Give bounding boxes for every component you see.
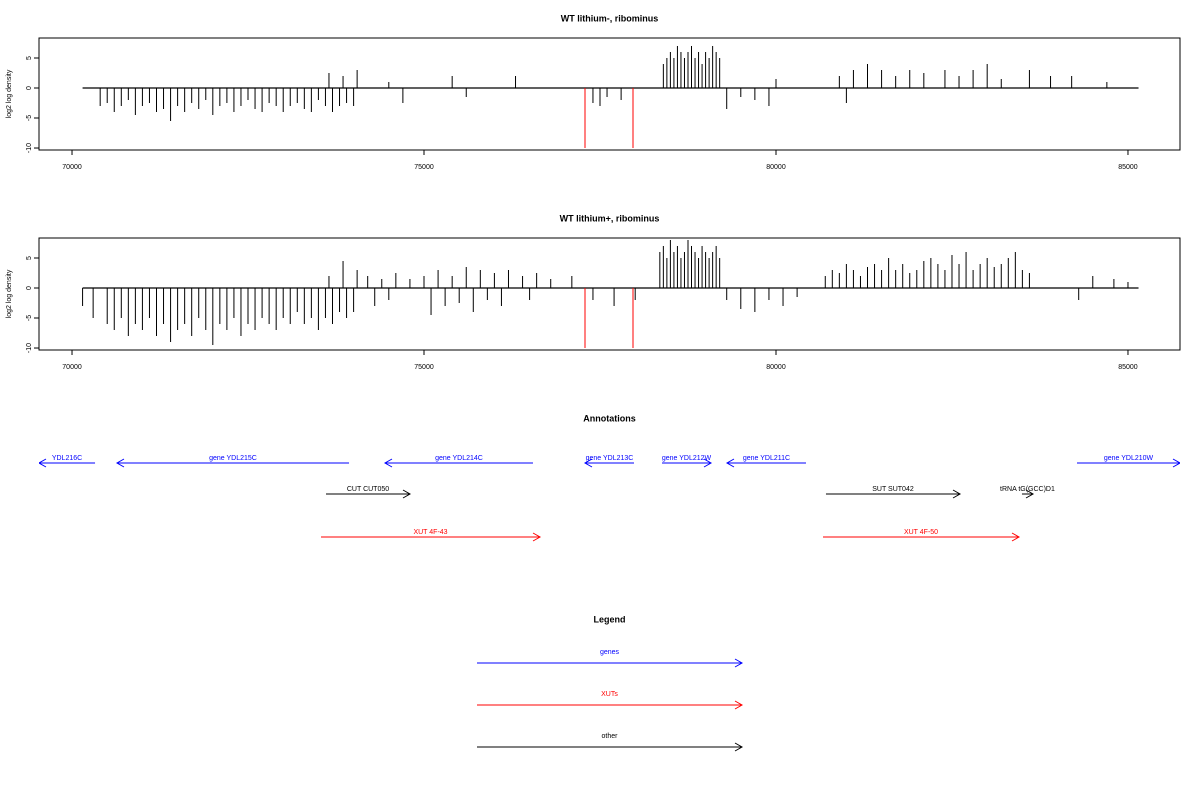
feature-arrowhead xyxy=(532,532,542,542)
feature-label: XUT 4F-43 xyxy=(413,529,447,536)
feature-arrowhead xyxy=(39,458,47,468)
feature-label: CUT CUT050 xyxy=(347,486,389,493)
feature-label: gene YDL215C xyxy=(209,455,257,462)
x-tick-label: 75000 xyxy=(414,164,434,171)
x-tick-label: 80000 xyxy=(766,364,786,371)
feature-arrowhead xyxy=(1172,458,1180,468)
legend-label: genes xyxy=(600,649,620,656)
y-axis-label: log2 log density xyxy=(6,269,13,318)
feature-label: YDL216C xyxy=(52,455,82,462)
legend-arrowhead xyxy=(734,742,744,752)
feature-label: tRNA tG(GCC)D1 xyxy=(1000,486,1055,493)
plot-frame xyxy=(38,237,1181,351)
x-tick-label: 85000 xyxy=(1118,364,1138,371)
y-tick-label: 0 xyxy=(26,86,33,90)
feature-arrowhead xyxy=(703,458,713,468)
feature-label: XUT 4F-50 xyxy=(904,529,938,536)
feature-arrowhead xyxy=(1025,489,1035,499)
feature-arrowhead xyxy=(1011,532,1021,542)
annotation-track: YDL216C gene YDL215C gene YDL214C gene YDL2… xyxy=(39,455,1180,542)
y-tick-label: 0 xyxy=(26,286,33,290)
y-tick-label: 5 xyxy=(26,56,33,60)
feature-label: SUT SUT042 xyxy=(872,486,914,493)
panel-title: WT lithium+, ribominus xyxy=(560,213,660,223)
x-tick-label: 80000 xyxy=(766,164,786,171)
y-tick-label: -5 xyxy=(26,115,33,121)
feature-label: gene YDL213C xyxy=(586,455,634,462)
x-tick-label: 85000 xyxy=(1118,164,1138,171)
panel-title: WT lithium-, ribominus xyxy=(561,13,659,23)
x-tick-label: 70000 xyxy=(62,164,82,171)
feature-label: gene YDL211C xyxy=(743,455,790,462)
legend-arrowhead xyxy=(734,658,744,668)
feature-arrowhead xyxy=(725,458,735,468)
x-tick-label: 70000 xyxy=(62,364,82,371)
y-tick-label: -10 xyxy=(26,143,33,153)
feature-label: gene YDL212W xyxy=(662,455,712,462)
legend-label: XUTs xyxy=(601,691,618,698)
y-tick-label: -10 xyxy=(26,343,33,353)
feature-arrowhead xyxy=(952,489,962,499)
annotations-title: Annotations xyxy=(583,413,636,423)
feature-arrowhead xyxy=(402,489,412,499)
y-axis-label: log2 log density xyxy=(6,69,13,118)
feature-arrowhead xyxy=(583,458,593,468)
y-tick-label: -5 xyxy=(26,315,33,321)
x-tick-label: 75000 xyxy=(414,364,434,371)
feature-label: gene YDL214C xyxy=(435,455,483,462)
legend-arrowhead xyxy=(734,700,744,710)
feature-label: gene YDL210W xyxy=(1104,455,1154,462)
feature-arrowhead xyxy=(115,458,125,468)
feature-arrowhead xyxy=(383,458,393,468)
legend-label: other xyxy=(602,733,619,740)
legend-title: Legend xyxy=(593,614,625,624)
plot-frame xyxy=(38,37,1181,151)
y-tick-label: 5 xyxy=(26,256,33,260)
